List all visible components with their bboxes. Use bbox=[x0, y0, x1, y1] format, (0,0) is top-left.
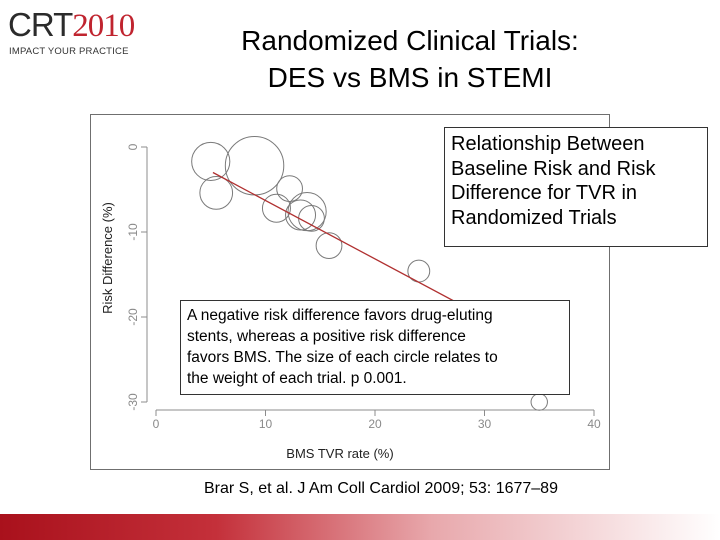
slide-title-line-2: DES vs BMS in STEMI bbox=[267, 62, 553, 93]
logo-wordmark: CRT2010 bbox=[8, 6, 135, 44]
x-tick-label: 0 bbox=[153, 417, 160, 431]
y-tick-label: -20 bbox=[126, 308, 140, 326]
slide-title: Randomized Clinical Trials: DES vs BMS i… bbox=[180, 22, 640, 96]
slide-title-line-1: Randomized Clinical Trials: bbox=[241, 25, 579, 56]
callout-mid-line: favors BMS. The size of each circle rela… bbox=[187, 349, 498, 366]
callout-mid-line: the weight of each trial. p 0.001. bbox=[187, 370, 407, 387]
callout-mid-line: A negative risk difference favors drug-e… bbox=[187, 307, 493, 324]
callout-top-line: Difference for TVR in bbox=[451, 182, 638, 204]
trial-point bbox=[199, 176, 234, 210]
callout-interpretation: A negative risk difference favors drug-e… bbox=[180, 300, 570, 395]
x-tick-label: 30 bbox=[478, 417, 492, 431]
trial-point bbox=[276, 175, 303, 203]
x-tick-label: 10 bbox=[259, 417, 273, 431]
citation: Brar S, et al. J Am Coll Cardiol 2009; 5… bbox=[204, 480, 558, 497]
callout-top-line: Randomized Trials bbox=[451, 206, 617, 229]
trial-point bbox=[287, 192, 327, 232]
trial-point bbox=[530, 393, 548, 411]
trial-point bbox=[191, 141, 231, 182]
callout-top-line: Relationship Between bbox=[451, 133, 645, 155]
y-tick-label: -30 bbox=[126, 393, 140, 411]
footer-accent-bar bbox=[0, 514, 720, 540]
trial-point bbox=[315, 232, 343, 259]
y-tick-label: -10 bbox=[126, 223, 140, 241]
logo-tagline: IMPACT YOUR PRACTICE bbox=[9, 46, 129, 57]
callout-top-line: Baseline Risk and Risk bbox=[451, 157, 656, 180]
trial-point bbox=[285, 199, 317, 231]
trial-point bbox=[261, 193, 291, 223]
callout-chart-description: Relationship Between Baseline Risk and R… bbox=[444, 127, 708, 247]
trial-point bbox=[224, 135, 285, 196]
x-tick-label: 40 bbox=[587, 417, 601, 431]
x-axis-title: BMS TVR rate (%) bbox=[286, 446, 393, 461]
trial-point bbox=[298, 205, 325, 232]
chart-axes: 0 -10 -20 -30 0 10 20 30 40 BMS TVR rate (%) Risk … bbox=[100, 143, 601, 461]
crt-2010-logo: CRT2010 IMPACT YOUR PRACTICE bbox=[6, 6, 156, 58]
x-tick-label: 20 bbox=[368, 417, 382, 431]
callout-mid-line: stents, whereas a positive risk differen… bbox=[187, 328, 466, 345]
y-tick-label: 0 bbox=[126, 143, 140, 150]
y-axis-title: Risk Difference (%) bbox=[100, 202, 115, 314]
